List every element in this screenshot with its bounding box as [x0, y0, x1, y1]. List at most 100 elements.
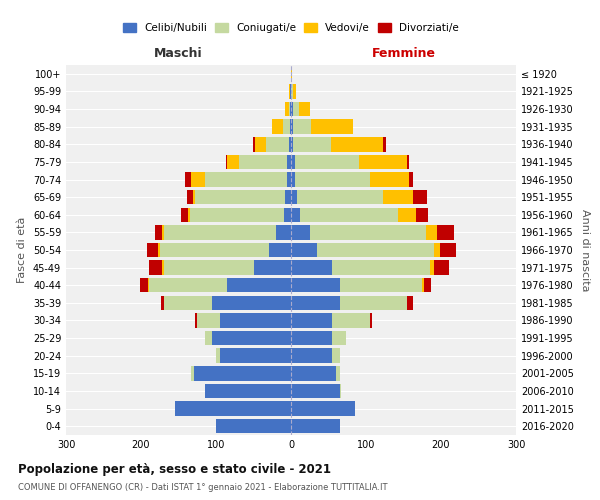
- Bar: [291, 172, 295, 186]
- Bar: [253, 137, 255, 152]
- Bar: [383, 190, 413, 204]
- Bar: [426, 225, 437, 240]
- Text: COMUNE DI OFFANENGO (CR) - Dati ISTAT 1° gennaio 2021 - Elaborazione TUTTITALIA.: COMUNE DI OFFANENGO (CR) - Dati ISTAT 1°…: [18, 482, 388, 492]
- Bar: [188, 208, 190, 222]
- Bar: [205, 331, 212, 345]
- Bar: [437, 225, 454, 240]
- Bar: [155, 225, 162, 240]
- Bar: [175, 402, 291, 416]
- Bar: [158, 243, 160, 257]
- Bar: [160, 243, 269, 257]
- Bar: [407, 154, 409, 169]
- Bar: [191, 172, 205, 186]
- Bar: [332, 331, 346, 345]
- Bar: [290, 84, 291, 98]
- Bar: [291, 314, 332, 328]
- Bar: [197, 314, 220, 328]
- Bar: [409, 172, 413, 186]
- Bar: [290, 102, 291, 117]
- Bar: [287, 154, 291, 169]
- Text: Popolazione per età, sesso e stato civile - 2021: Popolazione per età, sesso e stato civil…: [18, 462, 331, 475]
- Bar: [291, 154, 295, 169]
- Bar: [239, 154, 287, 169]
- Bar: [205, 384, 291, 398]
- Bar: [293, 137, 331, 152]
- Bar: [291, 84, 293, 98]
- Bar: [291, 102, 293, 117]
- Y-axis label: Anni di nascita: Anni di nascita: [580, 209, 590, 291]
- Bar: [163, 225, 276, 240]
- Bar: [407, 296, 413, 310]
- Bar: [332, 260, 430, 275]
- Bar: [291, 120, 293, 134]
- Bar: [332, 348, 340, 363]
- Bar: [317, 243, 433, 257]
- Bar: [295, 172, 370, 186]
- Bar: [289, 84, 290, 98]
- Bar: [291, 331, 332, 345]
- Bar: [181, 208, 188, 222]
- Bar: [340, 384, 341, 398]
- Bar: [276, 225, 291, 240]
- Bar: [216, 348, 220, 363]
- Bar: [300, 208, 398, 222]
- Bar: [336, 366, 340, 380]
- Bar: [439, 243, 456, 257]
- Bar: [227, 154, 239, 169]
- Bar: [398, 208, 416, 222]
- Bar: [193, 190, 195, 204]
- Legend: Celibi/Nubili, Coniugati/e, Vedovi/e, Divorziati/e: Celibi/Nubili, Coniugati/e, Vedovi/e, Di…: [119, 18, 463, 37]
- Bar: [287, 172, 291, 186]
- Bar: [430, 260, 433, 275]
- Bar: [290, 120, 291, 134]
- Bar: [190, 208, 284, 222]
- Bar: [291, 296, 340, 310]
- Bar: [283, 120, 290, 134]
- Bar: [293, 120, 311, 134]
- Bar: [291, 190, 297, 204]
- Bar: [295, 154, 359, 169]
- Bar: [285, 190, 291, 204]
- Bar: [416, 208, 427, 222]
- Bar: [187, 190, 193, 204]
- Bar: [433, 243, 439, 257]
- Bar: [291, 402, 355, 416]
- Bar: [332, 314, 370, 328]
- Bar: [291, 366, 336, 380]
- Bar: [340, 278, 422, 292]
- Bar: [193, 366, 291, 380]
- Bar: [289, 102, 290, 117]
- Bar: [383, 137, 386, 152]
- Bar: [433, 260, 449, 275]
- Bar: [284, 208, 291, 222]
- Bar: [370, 172, 409, 186]
- Text: Femmine: Femmine: [371, 46, 436, 60]
- Bar: [289, 137, 291, 152]
- Bar: [269, 243, 291, 257]
- Bar: [291, 260, 332, 275]
- Bar: [220, 348, 291, 363]
- Y-axis label: Fasce di età: Fasce di età: [17, 217, 27, 283]
- Bar: [422, 278, 424, 292]
- Text: Maschi: Maschi: [154, 46, 203, 60]
- Bar: [254, 260, 291, 275]
- Bar: [291, 66, 292, 81]
- Bar: [310, 225, 426, 240]
- Bar: [226, 154, 227, 169]
- Bar: [311, 120, 353, 134]
- Bar: [291, 348, 332, 363]
- Bar: [205, 172, 287, 186]
- Bar: [293, 102, 299, 117]
- Bar: [195, 314, 197, 328]
- Bar: [291, 384, 340, 398]
- Bar: [147, 243, 158, 257]
- Bar: [185, 172, 191, 186]
- Bar: [163, 260, 254, 275]
- Bar: [162, 225, 163, 240]
- Bar: [162, 260, 163, 275]
- Bar: [297, 190, 383, 204]
- Bar: [291, 208, 300, 222]
- Bar: [216, 419, 291, 434]
- Bar: [299, 102, 310, 117]
- Bar: [370, 314, 372, 328]
